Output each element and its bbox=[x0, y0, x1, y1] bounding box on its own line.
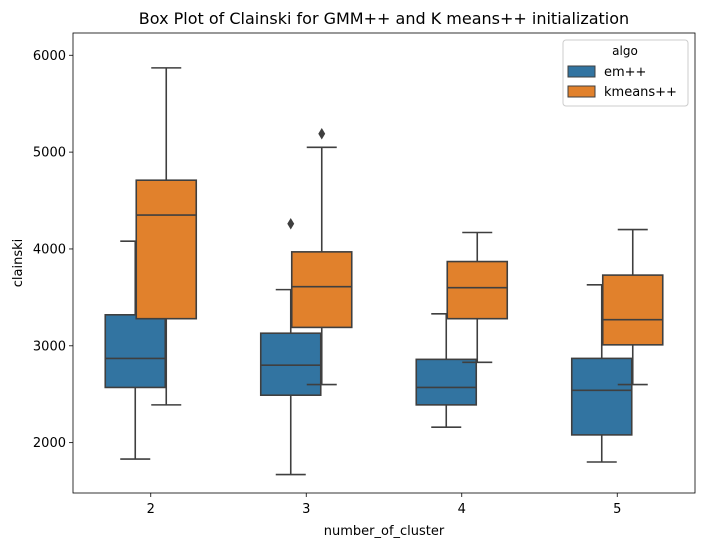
legend-swatch-kmeans bbox=[567, 85, 596, 98]
legend-swatch-em bbox=[567, 65, 596, 78]
box-iqr bbox=[290, 251, 353, 329]
legend: algo em++ kmeans++ bbox=[562, 39, 689, 107]
box-iqr bbox=[104, 314, 167, 389]
box-group bbox=[290, 127, 353, 386]
x-axis: 2 3 4 5 bbox=[147, 493, 621, 517]
box-group bbox=[601, 228, 664, 386]
x-tick-label: 4 bbox=[458, 502, 466, 517]
y-tick-label: 5000 bbox=[33, 146, 66, 161]
y-tick-label: 2000 bbox=[33, 436, 66, 451]
box-iqr bbox=[601, 274, 664, 346]
box-group bbox=[570, 283, 633, 463]
legend-label-em: em++ bbox=[604, 65, 646, 80]
outlier-point bbox=[287, 218, 295, 230]
box-iqr bbox=[446, 260, 509, 320]
box-group bbox=[135, 67, 198, 406]
legend-label-kmeans: kmeans++ bbox=[604, 85, 677, 100]
box-group bbox=[446, 231, 509, 364]
box-iqr bbox=[259, 332, 322, 396]
x-tick-label: 2 bbox=[147, 502, 155, 517]
box-iqr bbox=[415, 358, 478, 406]
box-iqr bbox=[135, 179, 198, 320]
chart-title: Box Plot of Clainski for GMM++ and K mea… bbox=[139, 9, 629, 28]
y-axis-label: clainski bbox=[11, 239, 26, 288]
box-group bbox=[104, 240, 167, 460]
outlier-point bbox=[318, 127, 326, 140]
plot-area bbox=[104, 67, 664, 476]
y-tick-label: 4000 bbox=[33, 242, 66, 257]
x-tick-label: 5 bbox=[613, 502, 621, 517]
box-iqr bbox=[570, 357, 633, 436]
x-tick-label: 3 bbox=[302, 502, 310, 517]
legend-title: algo bbox=[612, 44, 638, 58]
y-tick-label: 6000 bbox=[33, 49, 66, 64]
y-tick-label: 3000 bbox=[33, 339, 66, 354]
box-group bbox=[415, 313, 478, 428]
axes-frame bbox=[72, 32, 696, 494]
x-axis-label: number_of_cluster bbox=[324, 524, 445, 539]
y-axis: 2000 3000 4000 5000 6000 bbox=[33, 49, 73, 451]
